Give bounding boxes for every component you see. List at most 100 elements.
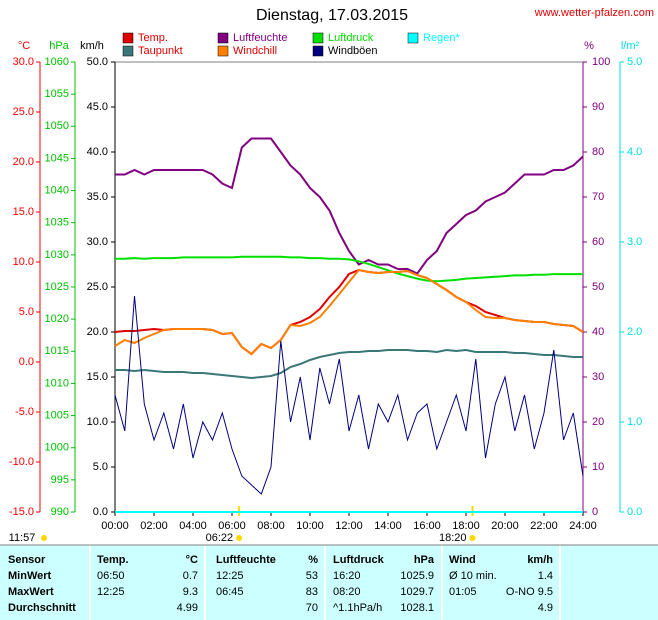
y-tick-label: 20.0: [13, 156, 34, 168]
y-tick-label: -15.0: [9, 506, 34, 518]
table-header: Temp.: [97, 554, 129, 566]
y-tick-label: 1060: [45, 56, 69, 68]
y-tick-label: 2.0: [627, 326, 642, 338]
legend-label: Luftfeuchte: [233, 32, 287, 44]
table-cell: 70: [306, 602, 318, 614]
table-cell: 1.4: [538, 570, 553, 582]
table-cell: ^1.1hPa/h: [333, 602, 382, 614]
sun-marker: [236, 535, 243, 541]
table-header: %: [308, 554, 318, 566]
y-tick-label: 1040: [45, 184, 69, 196]
y-tick-label: 1020: [45, 313, 69, 325]
axis-title: hPa: [49, 40, 69, 52]
table-cell: 9.3: [183, 586, 198, 598]
legend-swatch: [217, 45, 229, 57]
y-tick-label: 1005: [45, 409, 69, 421]
axis-title: l/m²: [621, 40, 640, 52]
table-cell: 1029.7: [400, 586, 434, 598]
y-tick-label: 1010: [45, 377, 69, 389]
legend-label: Taupunkt: [138, 45, 183, 57]
legend-swatch: [217, 32, 229, 44]
sun-label: 18:20: [439, 532, 467, 544]
axis-title: %: [584, 40, 594, 52]
y-tick-label: 1015: [45, 345, 69, 357]
table-header: °C: [186, 554, 198, 566]
y-tick-label: 5.0: [627, 56, 642, 68]
series-line: [114, 295, 584, 495]
x-tick-label: 14:00: [374, 520, 402, 532]
table-cell: 1025.9: [400, 570, 434, 582]
table-cell: 4.9: [538, 602, 553, 614]
table-cell: 4.99: [177, 602, 198, 614]
row-label: MaxWert: [8, 586, 54, 598]
y-tick-label: 30.0: [13, 56, 34, 68]
x-tick-label: 24:00: [569, 520, 597, 532]
table-cell: 12:25: [216, 570, 244, 582]
y-tick-label: 60: [592, 236, 604, 248]
x-tick-label: 12:00: [335, 520, 363, 532]
table-header: Luftdruck: [333, 554, 385, 566]
table-cell: 01:05: [449, 586, 477, 598]
table-cell: 12:25: [97, 586, 125, 598]
noon-label: 11:57: [9, 532, 36, 544]
y-tick-label: 1030: [45, 249, 69, 261]
legend-swatch: [122, 45, 134, 57]
series-line: [115, 255, 583, 283]
legend-swatch: [407, 32, 419, 44]
legend-label: Temp.: [138, 32, 168, 44]
legend-label: Windchill: [233, 45, 277, 57]
axis-title: °C: [18, 40, 30, 52]
table-header: Luftfeuchte: [216, 554, 276, 566]
x-tick-label: 10:00: [296, 520, 324, 532]
y-tick-label: 1050: [45, 120, 69, 132]
y-tick-label: 50.0: [87, 56, 108, 68]
table-cell: 0.7: [183, 570, 198, 582]
table-cell: 1028.1: [400, 602, 434, 614]
table-cell: 16:20: [333, 570, 361, 582]
noon-marker: [41, 535, 47, 541]
y-tick-label: 995: [51, 474, 69, 486]
chart-title: Dienstag, 17.03.2015: [256, 7, 408, 24]
y-tick-label: 25.0: [13, 106, 34, 118]
y-tick-label: 0.0: [19, 356, 34, 368]
y-tick-label: 20: [592, 416, 604, 428]
y-tick-label: 10.0: [13, 256, 34, 268]
x-tick-label: 04:00: [179, 520, 207, 532]
table-cell: 83: [306, 586, 318, 598]
y-tick-label: 50: [592, 281, 604, 293]
legend-label: Luftdruck: [328, 32, 374, 44]
y-tick-label: 30.0: [87, 236, 108, 248]
x-tick-label: 22:00: [530, 520, 558, 532]
y-tick-label: 40.0: [87, 146, 108, 158]
y-tick-label: 15.0: [13, 206, 34, 218]
y-tick-label: 0.0: [93, 506, 108, 518]
x-tick-label: 18:00: [452, 520, 480, 532]
y-tick-label: -5.0: [15, 406, 34, 418]
y-tick-label: 1035: [45, 217, 69, 229]
sun-marker: [469, 535, 476, 541]
y-tick-label: 80: [592, 146, 604, 158]
x-tick-label: 20:00: [491, 520, 519, 532]
sun-label: 06:22: [206, 532, 234, 544]
x-tick-label: 16:00: [413, 520, 441, 532]
y-tick-label: 15.0: [87, 371, 108, 383]
axis-title: km/h: [80, 40, 104, 52]
row-label: MinWert: [8, 570, 52, 582]
y-tick-label: 0: [592, 506, 598, 518]
y-tick-label: 70: [592, 191, 604, 203]
table-cell: 08:20: [333, 586, 361, 598]
y-tick-label: 20.0: [87, 326, 108, 338]
table-header: Sensor: [8, 554, 46, 566]
table-cell: Ø 10 min.: [449, 570, 497, 582]
y-tick-label: 990: [51, 506, 69, 518]
row-label: Durchschnitt: [8, 602, 76, 614]
table-cell: 53: [306, 570, 318, 582]
y-tick-label: 40: [592, 326, 604, 338]
y-tick-label: 25.0: [87, 281, 108, 293]
y-tick-label: 30: [592, 371, 604, 383]
y-tick-label: 1025: [45, 281, 69, 293]
table-header: km/h: [527, 554, 553, 566]
y-tick-label: 1045: [45, 152, 69, 164]
